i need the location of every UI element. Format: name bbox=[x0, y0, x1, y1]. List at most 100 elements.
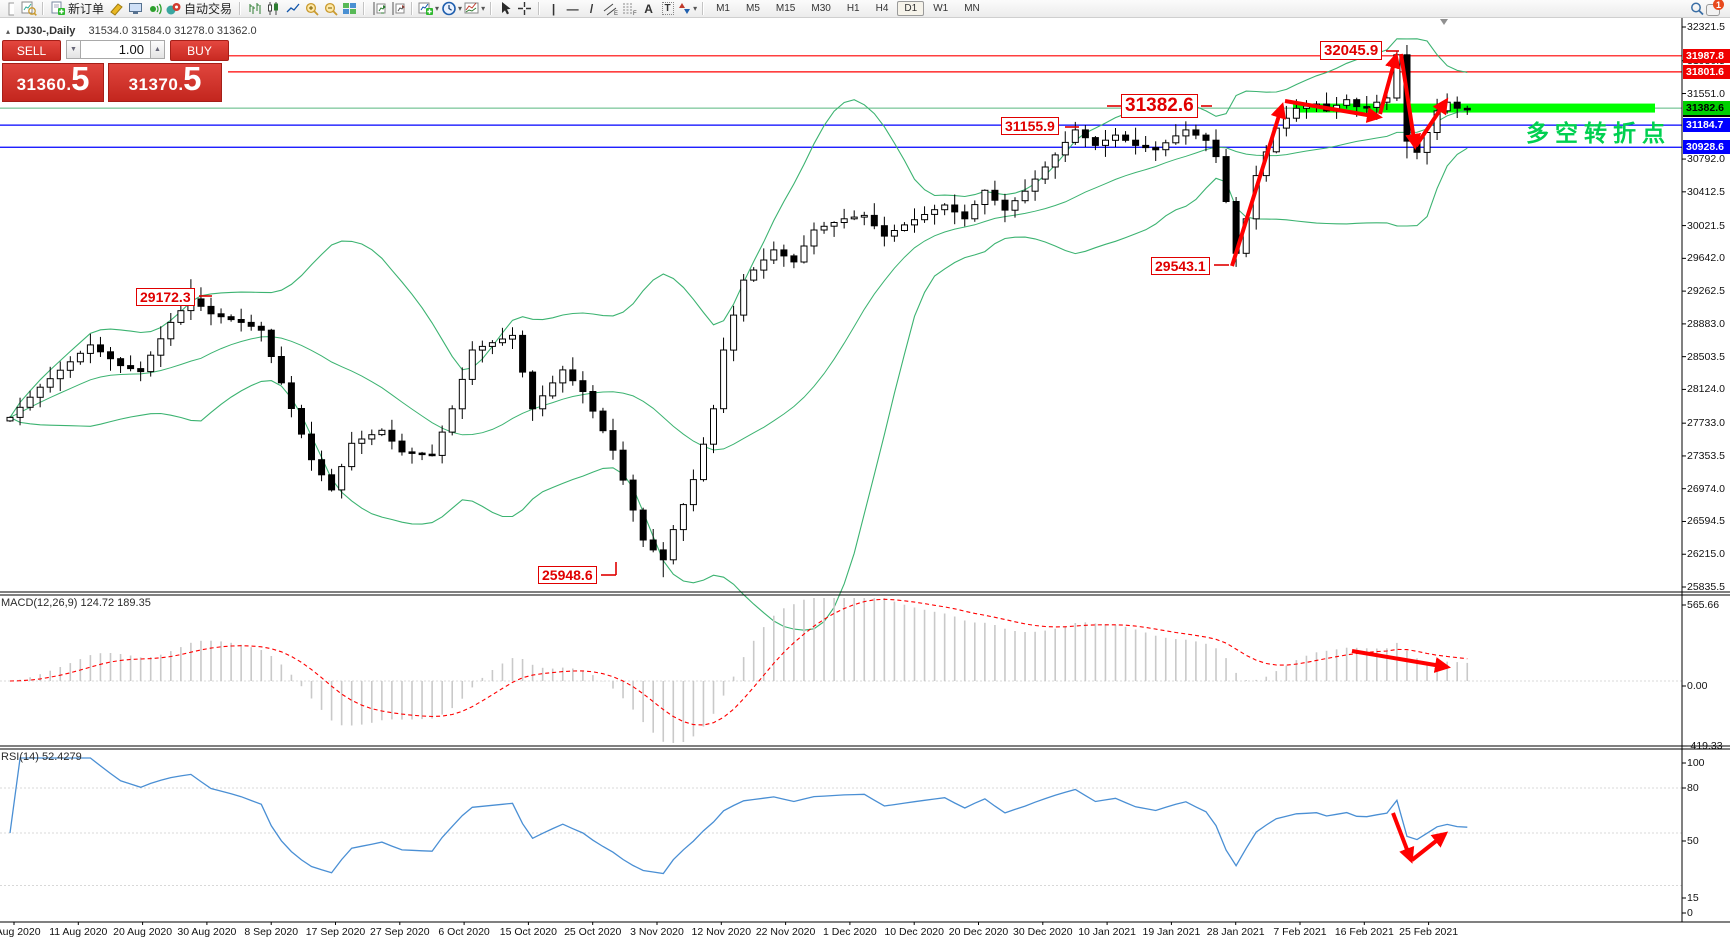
price-tick-label: 28883.0 bbox=[1687, 317, 1725, 330]
sell-price-pip: 5 bbox=[71, 60, 90, 97]
detach-chart-window-icon[interactable] bbox=[388, 1, 407, 17]
timeframe-button-MN[interactable]: MN bbox=[964, 3, 980, 14]
date-tick-label: 15 Oct 2020 bbox=[499, 926, 557, 938]
date-tick-label: 20 Aug 2020 bbox=[113, 926, 173, 938]
trendline-tool-icon[interactable]: / bbox=[589, 1, 594, 16]
new-order-label[interactable]: 新订单 bbox=[68, 2, 105, 16]
buy-price-box[interactable]: 31370. 5 bbox=[108, 60, 222, 102]
highlighter-icon[interactable] bbox=[107, 1, 126, 17]
toolbar-separator bbox=[42, 2, 44, 15]
profile-icon[interactable] bbox=[126, 1, 145, 17]
date-tick-label: 16 Feb 2021 bbox=[1334, 926, 1394, 938]
channel-tool-icon[interactable]: E bbox=[601, 1, 620, 17]
date-tick-label: 27 Sep 2020 bbox=[370, 926, 430, 938]
add-indicator-icon[interactable]: ▾ bbox=[417, 1, 440, 17]
price-tick-label: 25835.5 bbox=[1687, 581, 1725, 593]
price-level-badge: 30928.6 bbox=[1683, 140, 1730, 155]
periods-clock-icon[interactable]: ▾ bbox=[440, 1, 463, 17]
price-annotation-label: 31155.9 bbox=[1001, 117, 1059, 136]
volume-decrease-button[interactable]: ▼ bbox=[66, 40, 81, 59]
timeframe-button-H4[interactable]: H4 bbox=[875, 3, 889, 14]
zoom-in-icon[interactable] bbox=[302, 1, 321, 17]
fibonacci-tool-icon[interactable]: F bbox=[620, 1, 639, 17]
date-tick-label: 7 Feb 2021 bbox=[1273, 926, 1327, 938]
timeframe-button-M30[interactable]: M30 bbox=[811, 3, 831, 14]
timeframe-toolbar: M1 M5 M15 M30 H1 H4 D1 W1 MN bbox=[708, 1, 988, 16]
toolbar-separator bbox=[363, 2, 366, 15]
arrows-tool-icon[interactable]: ▾ bbox=[677, 1, 698, 17]
sell-button[interactable]: SELL bbox=[2, 40, 61, 61]
date-tick-label: 10 Jan 2021 bbox=[1078, 926, 1136, 938]
timeframe-button-M5[interactable]: M5 bbox=[746, 3, 760, 14]
price-level-badge: 31382.6 bbox=[1683, 101, 1730, 116]
price-level-badge: 31801.6 bbox=[1683, 64, 1730, 79]
toolbar-separator bbox=[239, 2, 242, 15]
price-tick-label: 30412.5 bbox=[1687, 185, 1725, 198]
price-annotation-label: 25948.6 bbox=[538, 566, 597, 585]
chart-title: ▴ DJ30-,Daily 31534.0 31584.0 31278.0 31… bbox=[6, 25, 257, 37]
toolbar-separator bbox=[538, 2, 541, 15]
clipped-edge-icon[interactable] bbox=[0, 1, 19, 17]
svg-text:F: F bbox=[633, 11, 637, 16]
volume-increase-button[interactable]: ▲ bbox=[150, 40, 165, 59]
timeframe-button-M15[interactable]: M15 bbox=[775, 3, 796, 14]
date-tick-label: 6 Oct 2020 bbox=[438, 926, 490, 938]
sell-price-box[interactable]: 31360. 5 bbox=[2, 60, 104, 102]
ohlc-values: 31534.0 31584.0 31278.0 31362.0 bbox=[88, 25, 257, 37]
buy-price-pip: 5 bbox=[183, 60, 202, 97]
notification-count-badge: 1 bbox=[1713, 0, 1724, 10]
notifications-icon[interactable]: 1 bbox=[1706, 0, 1724, 16]
collapse-triangle-icon[interactable]: ▴ bbox=[6, 27, 11, 36]
buy-price-dot: . bbox=[178, 75, 184, 94]
timeframe-button-D1[interactable]: D1 bbox=[897, 1, 925, 16]
sell-price-main: 31360 bbox=[16, 75, 67, 94]
date-tick-label: 20 Dec 2020 bbox=[948, 926, 1009, 938]
indicator-axis-label: 0.00 bbox=[1687, 680, 1708, 692]
text-label-tool-icon[interactable]: T bbox=[658, 1, 677, 17]
date-tick-label: 3 Aug 2020 bbox=[0, 926, 41, 938]
new-chart-window-icon[interactable] bbox=[369, 1, 388, 17]
search-icon[interactable] bbox=[1687, 1, 1706, 17]
templates-icon[interactable]: ▾ bbox=[463, 1, 486, 17]
toolbar-separator bbox=[411, 2, 414, 15]
bull-bear-turning-point-note: 多空转折点 bbox=[1526, 120, 1671, 146]
horizontal-line-tool-icon[interactable]: — bbox=[566, 1, 579, 16]
date-tick-label: 30 Aug 2020 bbox=[177, 926, 237, 938]
buy-button[interactable]: BUY bbox=[170, 40, 229, 61]
crosshair-icon[interactable] bbox=[515, 1, 534, 17]
price-tick-label: 30792.0 bbox=[1687, 153, 1725, 166]
price-tick-label: 27733.0 bbox=[1687, 417, 1725, 430]
price-tick-label: 31551.0 bbox=[1687, 87, 1725, 100]
vertical-line-tool-icon[interactable]: | bbox=[551, 1, 556, 16]
date-tick-label: 28 Jan 2021 bbox=[1206, 926, 1265, 938]
signals-icon[interactable] bbox=[145, 1, 164, 17]
price-annotation-label: 31382.6 bbox=[1121, 94, 1198, 118]
indicator-axis-label: 50 bbox=[1687, 835, 1699, 847]
timeframe-button-M1[interactable]: M1 bbox=[716, 3, 730, 14]
auto-trading-icon[interactable] bbox=[164, 1, 183, 17]
volume-input[interactable] bbox=[81, 40, 150, 59]
indicator-axis-label: 0 bbox=[1687, 907, 1693, 919]
indicator-axis-label: 15 bbox=[1687, 892, 1699, 904]
candle-chart-type-icon[interactable] bbox=[264, 1, 283, 17]
text-tool-icon[interactable]: A bbox=[644, 1, 653, 16]
timeframe-button-H1[interactable]: H1 bbox=[846, 3, 860, 14]
timeframe-button-W1[interactable]: W1 bbox=[933, 3, 949, 14]
tile-windows-icon[interactable] bbox=[340, 1, 359, 17]
date-tick-label: 19 Jan 2021 bbox=[1142, 926, 1201, 938]
new-order-icon[interactable] bbox=[48, 1, 67, 17]
bar-chart-type-icon[interactable] bbox=[245, 1, 264, 17]
date-tick-label: 1 Dec 2020 bbox=[823, 926, 877, 938]
price-tick-label: 26215.0 bbox=[1687, 548, 1725, 561]
zoom-out-icon[interactable] bbox=[321, 1, 340, 17]
auto-trading-label[interactable]: 自动交易 bbox=[184, 2, 233, 16]
price-tick-label: 27353.5 bbox=[1687, 449, 1725, 462]
main-toolbar: 新订单 自动交易 ▾ ▾ ▾ | — / E F A T ▾ M1 M5 M15 M3… bbox=[0, 0, 1730, 18]
chart-preview-icon[interactable] bbox=[19, 1, 38, 17]
symbol-period-label: DJ30-,Daily bbox=[16, 25, 76, 37]
price-level-badge: 31987.8 bbox=[1683, 48, 1730, 63]
date-tick-label: 11 Aug 2020 bbox=[49, 926, 108, 938]
line-chart-type-icon[interactable] bbox=[283, 1, 302, 17]
cursor-icon[interactable] bbox=[496, 1, 515, 17]
